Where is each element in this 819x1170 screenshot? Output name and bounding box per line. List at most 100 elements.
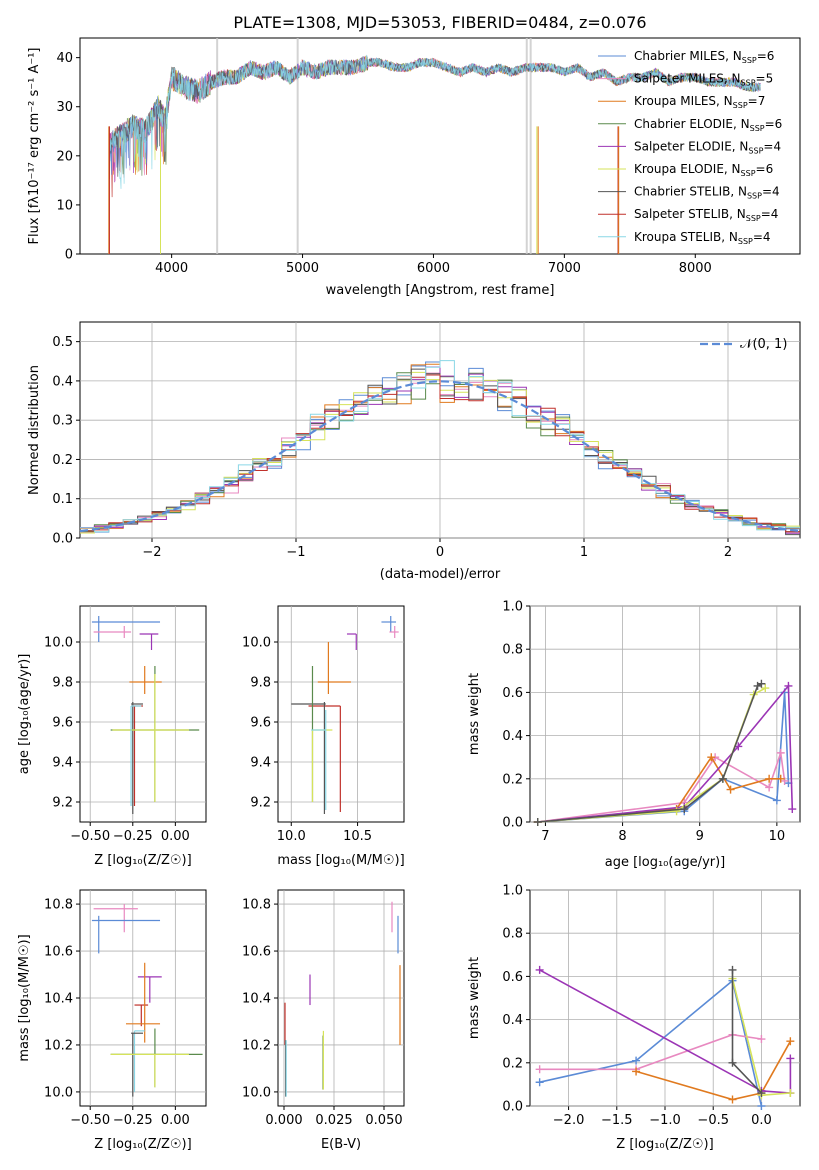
x-tick-label: 5000: [286, 261, 319, 276]
mass-weight-marker: [535, 965, 544, 974]
y-tick-label: 10: [56, 198, 73, 213]
normal-legend: 𝒩(0, 1): [740, 337, 787, 352]
legend-entry: Chabrier STELIB, NSSP=4: [634, 185, 780, 201]
mass-weight-line: [635, 1040, 792, 1101]
mass-weight-line: [539, 979, 763, 1107]
y-tick-label: 0: [65, 248, 73, 263]
mass-weight-marker: [786, 1089, 795, 1098]
mass-weight-marker: [728, 1058, 737, 1067]
age-z-xlabel: Z [log₁₀(Z/Z☉)]: [94, 853, 191, 868]
y-tick-label: 0.2: [502, 772, 523, 787]
y-tick-label: 0.2: [52, 453, 73, 468]
mass-z-xlabel: Z [log₁₀(Z/Z☉)]: [94, 1137, 191, 1152]
y-tick-label: 10.2: [44, 1038, 73, 1053]
mw-z-ylabel: mass weight: [467, 957, 482, 1039]
normal-curve: [79, 380, 801, 533]
spectrum-lines: [108, 38, 761, 254]
y-tick-label: 9.2: [250, 796, 271, 811]
residuals-panel: −2 −1 0 1 2 0.0 0.1 0.2 0.3 0.4 0.5 (data-model)/e…: [27, 321, 801, 582]
y-tick-label: 0.2: [502, 1056, 523, 1071]
x-tick-label: 10.0: [277, 829, 306, 844]
legend-entry: Salpeter ELODIE, NSSP=4: [634, 139, 781, 155]
spectrum-panel: 4000 5000 6000 7000 8000 0 10 20 30 40 wavelength…: [27, 37, 801, 298]
mass-weight-line: [537, 752, 786, 823]
mass-weight-marker: [707, 753, 716, 762]
legend-entry: Kroupa STELIB, NSSP=4: [634, 230, 771, 246]
age-mass-xlabel: mass [log₁₀(M/M☉)]: [277, 853, 404, 868]
mass-weight-marker: [535, 1065, 544, 1074]
mass-ebv-panel: 0.000 0.025 0.050 10.0 10.2 10.4 10.6 10.8 E(B-…: [242, 889, 405, 1152]
residuals-ylabel: Normed distribution: [27, 365, 42, 495]
y-tick-label: 0.4: [52, 374, 73, 389]
mw-age-panel: 7 8 9 10 0.0 0.2 0.4 0.6 0.8 1.0 age [log₁₀(age/y…: [467, 600, 801, 870]
mass-weight-marker: [533, 818, 542, 826]
age-mass-panel: 10.0 10.5 9.2 9.4 9.6 9.8 10.0 mass [log₁₀(M/M…: [242, 605, 405, 868]
y-tick-label: 9.8: [52, 676, 73, 691]
mw-z-panel: −2.0 −1.5 −1.0 −0.5 0.0 0.0 0.2 0.4 0.6 0.8 1.0 Z …: [467, 884, 801, 1152]
x-tick-label: 8000: [679, 261, 712, 276]
x-tick-label: −0.25: [113, 829, 153, 844]
mass-weight-marker: [728, 1095, 737, 1104]
mass-weight-marker: [788, 805, 797, 814]
x-tick-label: 8: [618, 829, 626, 844]
mass-weight-marker: [757, 1102, 766, 1110]
mass-weight-marker: [784, 681, 793, 690]
y-tick-label: 10.4: [242, 992, 271, 1007]
mass-weight-marker: [535, 1078, 544, 1087]
y-tick-label: 0.0: [52, 532, 73, 547]
y-tick-label: 30: [56, 100, 73, 115]
x-tick-label: −0.50: [70, 1113, 110, 1128]
x-tick-label: 9: [696, 829, 704, 844]
x-tick-label: −2: [142, 545, 161, 560]
mass-weight-marker: [728, 965, 737, 974]
histogram-step: [80, 374, 800, 533]
legend-entry: Salpeter STELIB, NSSP=4: [634, 207, 778, 223]
mass-weight-line: [537, 683, 794, 823]
age-z-panel: −0.50 −0.25 0.00 9.2 9.4 9.6 9.8 10.0 Z [log₁₀(…: [17, 605, 207, 868]
x-tick-label: 2: [724, 545, 732, 560]
spectrum-ylabel: Flux [fλ10⁻¹⁷ erg cm⁻² s⁻¹ A⁻¹]: [27, 48, 42, 245]
x-tick-label: 0: [436, 545, 444, 560]
mass-weight-line: [539, 1033, 762, 1071]
mass-weight-marker: [786, 1054, 795, 1063]
mass-weight-marker: [757, 1089, 766, 1098]
mass-z-ylabel: mass [log₁₀(M/M☉)]: [17, 934, 32, 1061]
x-tick-label: 7: [541, 829, 549, 844]
x-tick-label: 10: [769, 829, 786, 844]
y-tick-label: 10.0: [44, 636, 73, 651]
mass-weight-marker: [726, 785, 735, 794]
masked-band: [529, 38, 532, 254]
spectrum-line: [109, 54, 761, 189]
mass-weight-marker: [757, 1035, 766, 1044]
y-tick-label: 0.8: [502, 927, 523, 942]
y-tick-label: 0.6: [502, 686, 523, 701]
x-tick-label: −2.0: [553, 1113, 585, 1128]
y-tick-label: 1.0: [502, 884, 523, 899]
x-tick-label: 4000: [155, 261, 188, 276]
y-tick-label: 0.8: [502, 643, 523, 658]
legend-entry: Salpeter MILES, NSSP=5: [634, 72, 773, 88]
x-tick-label: 0.025: [315, 1113, 352, 1128]
mass-weight-line: [537, 683, 762, 823]
y-tick-label: 10.6: [242, 945, 271, 960]
x-tick-label: 0.00: [161, 829, 190, 844]
mass-weight-marker: [761, 684, 770, 693]
age-z-ylabel: age [log₁₀(age/yr)]: [17, 654, 32, 775]
x-tick-label: −0.25: [113, 1113, 153, 1128]
x-tick-label: −1: [286, 545, 305, 560]
mass-weight-marker: [765, 774, 774, 783]
residual-histograms: [80, 360, 800, 536]
mass-weight-marker: [718, 774, 727, 783]
y-tick-label: 0.6: [502, 970, 523, 985]
mass-weight-marker: [632, 1056, 641, 1065]
masked-band: [296, 38, 299, 254]
y-tick-label: 10.8: [44, 898, 73, 913]
y-tick-label: 10.2: [242, 1038, 271, 1053]
legend-entry: Kroupa MILES, NSSP=7: [634, 94, 765, 110]
mass-weight-marker: [765, 783, 774, 792]
masked-band: [216, 38, 219, 254]
y-tick-label: 0.5: [52, 335, 73, 350]
y-tick-label: 9.4: [250, 756, 271, 771]
legend-entry: Chabrier ELODIE, NSSP=6: [634, 117, 782, 133]
x-tick-label: −0.50: [70, 829, 110, 844]
